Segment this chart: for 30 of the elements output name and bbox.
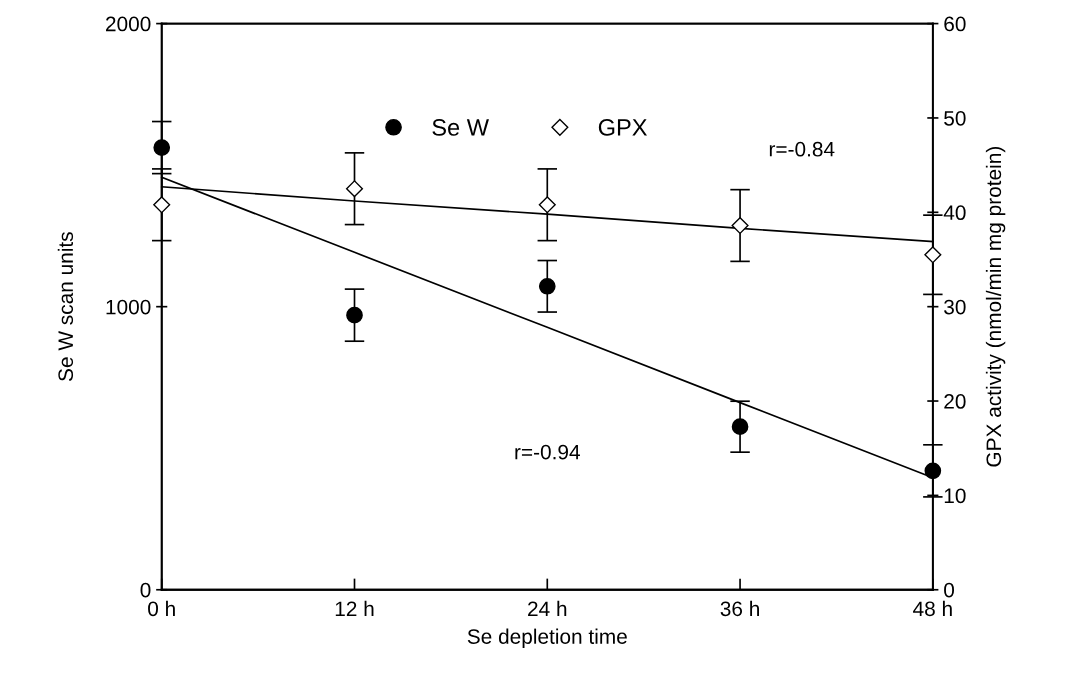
y2-tick-label: 60	[944, 16, 966, 32]
point	[538, 196, 556, 214]
x-tick-label: 24 h	[528, 600, 567, 616]
y2-axis-title: GPX activity (nmol/min mg protein)	[985, 147, 1006, 467]
y2-tick-label: 30	[944, 299, 966, 315]
y2-tick-label: 20	[944, 394, 966, 409]
y-tick-label: 2000	[106, 16, 151, 32]
x-axis-title: Se depletion time	[467, 628, 627, 649]
y-axis-title: Se W scan units	[57, 232, 74, 381]
y2-tick-label: 0	[944, 582, 955, 598]
point	[538, 277, 556, 295]
x-tick-label: 36 h	[720, 600, 759, 617]
point	[346, 306, 363, 324]
x-tick-label: 48 h	[913, 600, 952, 617]
point	[924, 246, 942, 264]
point	[153, 196, 171, 214]
legend-label: GPX	[598, 119, 648, 136]
y2-tick-label: 10	[944, 488, 966, 504]
point	[731, 216, 749, 235]
point	[731, 418, 749, 436]
y-tick-label: 0	[140, 582, 151, 598]
y2-tick-label: 40	[943, 205, 966, 221]
point	[345, 180, 364, 198]
annotation: r=-0.84	[769, 141, 835, 157]
legend-label: Se W	[432, 119, 489, 136]
x-tick-label: 12 h	[335, 600, 374, 616]
annotation: r=-0.94	[515, 444, 580, 460]
y2-tick-label: 50	[944, 110, 966, 126]
y-tick-label: 1000	[106, 299, 151, 315]
x-tick-label: 0 h	[148, 600, 175, 617]
